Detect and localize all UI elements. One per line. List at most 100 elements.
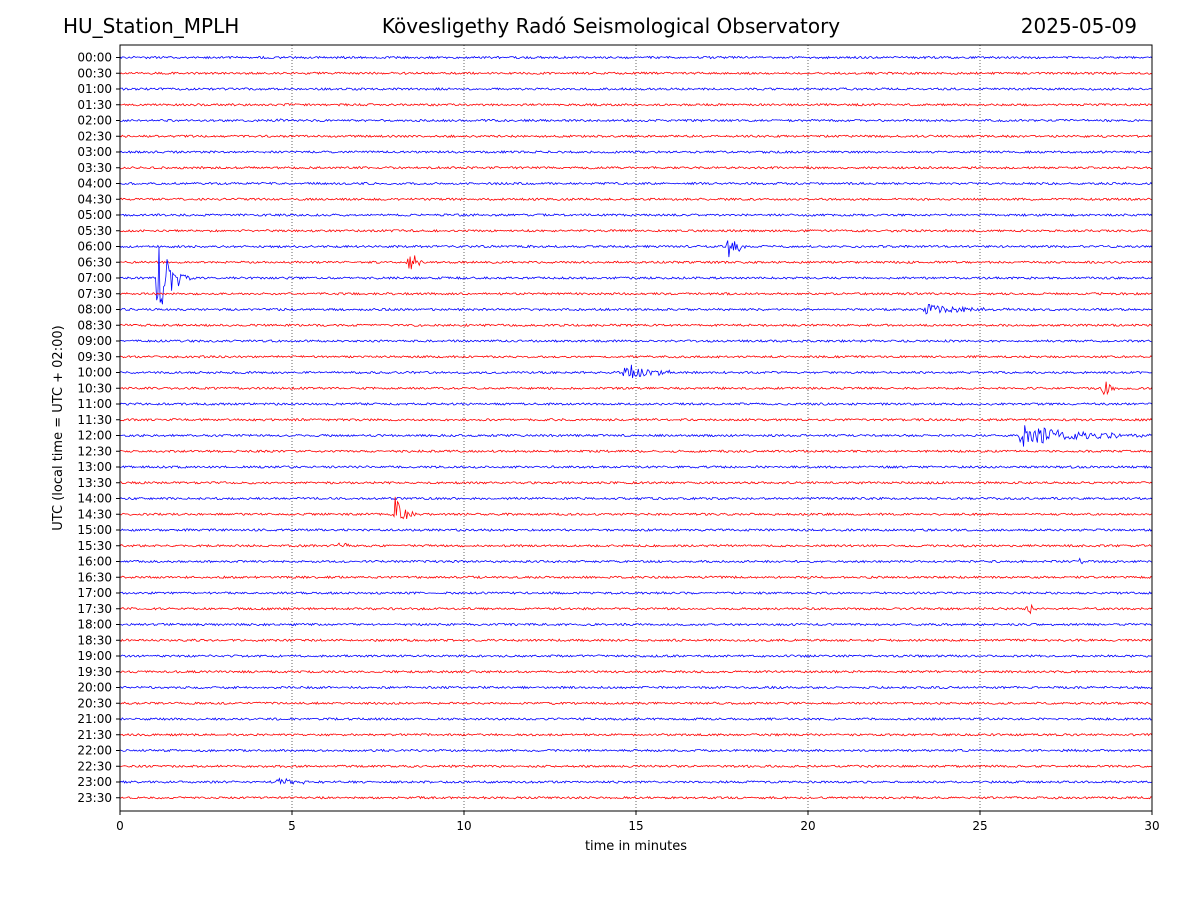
trace-0300 — [119, 150, 1153, 154]
y-tick-label: 05:30 — [77, 224, 112, 238]
y-axis-label: UTC (local time = UTC + 02:00) — [51, 325, 66, 530]
x-tick-label: 15 — [628, 819, 643, 833]
y-tick-label: 21:00 — [77, 712, 112, 726]
trace-2330 — [119, 795, 1153, 800]
trace-1900 — [119, 654, 1153, 658]
trace-0730 — [119, 291, 1153, 296]
trace-1230 — [119, 449, 1153, 454]
y-tick-label: 01:30 — [77, 98, 112, 112]
y-tick-label: 22:00 — [77, 744, 112, 758]
trace-2000 — [119, 685, 1153, 690]
trace-0030 — [119, 71, 1153, 76]
trace-0230 — [119, 134, 1153, 139]
trace-1200 — [119, 425, 1153, 447]
trace-1530 — [119, 542, 1153, 548]
y-tick-label: 10:30 — [77, 381, 112, 395]
y-tick-label: 12:30 — [77, 444, 112, 458]
trace-0200 — [119, 118, 1153, 123]
trace-1100 — [119, 402, 1153, 406]
y-tick-label: 02:00 — [77, 114, 112, 128]
y-tick-label: 15:30 — [77, 539, 112, 553]
y-tick-label: 03:30 — [77, 161, 112, 175]
x-tick-label: 30 — [1144, 819, 1159, 833]
y-tick-label: 20:00 — [77, 681, 112, 695]
y-tick-label: 09:30 — [77, 350, 112, 364]
y-tick-label: 22:30 — [77, 759, 112, 773]
trace-2200 — [119, 748, 1153, 753]
station-name: HU_Station_MPLH — [63, 14, 240, 38]
trace-0600 — [119, 240, 1153, 258]
y-tick-label: 07:30 — [77, 287, 112, 301]
y-tick-label: 16:00 — [77, 555, 112, 569]
trace-1630 — [119, 575, 1153, 580]
trace-0930 — [119, 354, 1153, 359]
y-tick-label: 04:00 — [77, 177, 112, 191]
x-tick-label: 10 — [456, 819, 471, 833]
chart-date: 2025-05-09 — [1020, 14, 1137, 38]
y-tick-label: 18:30 — [77, 633, 112, 647]
y-tick-label: 09:00 — [77, 334, 112, 348]
y-tick-label: 07:00 — [77, 271, 112, 285]
trace-0330 — [119, 165, 1153, 170]
y-tick-label: 08:30 — [77, 318, 112, 332]
y-tick-label: 11:00 — [77, 397, 112, 411]
trace-0100 — [119, 87, 1153, 91]
trace-2130 — [119, 732, 1153, 737]
trace-1830 — [119, 638, 1153, 643]
y-tick-label: 17:30 — [77, 602, 112, 616]
y-tick-label: 06:00 — [77, 240, 112, 254]
trace-1130 — [119, 417, 1153, 422]
trace-1500 — [119, 528, 1153, 532]
y-tick-label: 23:30 — [77, 791, 112, 805]
trace-1030 — [119, 381, 1153, 396]
trace-0900 — [119, 339, 1153, 343]
y-tick-label: 14:30 — [77, 507, 112, 521]
y-tick-label: 06:30 — [77, 255, 112, 269]
trace-0000 — [119, 55, 1153, 60]
trace-2230 — [119, 764, 1153, 769]
y-tick-label: 13:30 — [77, 476, 112, 490]
y-tick-label: 19:30 — [77, 665, 112, 679]
y-tick-label: 15:00 — [77, 523, 112, 537]
y-tick-label: 14:00 — [77, 492, 112, 506]
trace-0700 — [119, 247, 1153, 305]
chart-title: Kövesligethy Radó Seismological Observat… — [381, 14, 841, 38]
y-tick-label: 11:30 — [77, 413, 112, 427]
trace-1400 — [119, 496, 1153, 501]
trace-0500 — [119, 213, 1153, 217]
y-tick-label: 19:00 — [77, 649, 112, 663]
trace-1430 — [119, 496, 1153, 520]
trace-1700 — [119, 591, 1153, 595]
trace-0630 — [119, 255, 1153, 270]
trace-0830 — [119, 323, 1153, 328]
y-tick-label: 02:30 — [77, 129, 112, 143]
y-tick-label: 18:00 — [77, 618, 112, 632]
trace-0130 — [119, 102, 1153, 107]
trace-0400 — [119, 181, 1153, 186]
x-axis-label: time in minutes — [585, 839, 687, 854]
grid-lines — [291, 45, 981, 811]
trace-0800 — [119, 304, 1153, 315]
x-axis-ticks: 0 5 10 15 20 25 30 — [116, 811, 1160, 833]
seismic-traces — [119, 55, 1153, 800]
x-tick-label: 5 — [288, 819, 296, 833]
y-tick-label: 17:00 — [77, 586, 112, 600]
x-tick-label: 0 — [116, 819, 124, 833]
y-tick-label: 05:00 — [77, 208, 112, 222]
trace-2300 — [119, 777, 1153, 786]
y-tick-label: 13:00 — [77, 460, 112, 474]
trace-1800 — [119, 622, 1153, 627]
trace-1730 — [119, 603, 1153, 615]
y-tick-label: 00:30 — [77, 66, 112, 80]
x-tick-label: 25 — [972, 819, 987, 833]
y-tick-label: 16:30 — [77, 570, 112, 584]
trace-0530 — [119, 228, 1153, 233]
trace-1300 — [119, 465, 1153, 469]
y-tick-label: 20:30 — [77, 696, 112, 710]
trace-2100 — [119, 717, 1153, 721]
y-tick-label: 04:30 — [77, 192, 112, 206]
y-tick-label: 00:00 — [77, 51, 112, 65]
y-tick-label: 08:00 — [77, 303, 112, 317]
